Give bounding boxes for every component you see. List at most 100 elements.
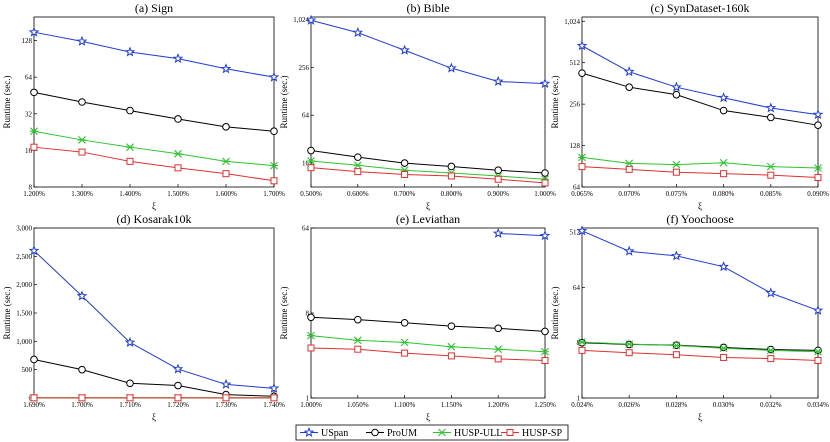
y-tick-label: 64 bbox=[302, 112, 310, 120]
data-point bbox=[814, 347, 822, 356]
data-point bbox=[270, 394, 278, 402]
data-point bbox=[174, 164, 182, 172]
data-point bbox=[814, 174, 822, 182]
data-point bbox=[307, 331, 315, 340]
data-point bbox=[220, 378, 232, 389]
x-tick-label: 1.000% bbox=[300, 401, 322, 409]
data-point bbox=[814, 121, 822, 129]
y-tick-label: 256 bbox=[570, 101, 581, 109]
series-husp-ull bbox=[578, 338, 822, 356]
data-point bbox=[28, 26, 40, 37]
data-point bbox=[494, 175, 502, 183]
series-line bbox=[581, 156, 819, 169]
data-point bbox=[447, 322, 456, 330]
data-point bbox=[174, 115, 182, 123]
data-point bbox=[494, 355, 502, 363]
series-line bbox=[581, 341, 819, 353]
x-tick-label: 0.026% bbox=[618, 401, 640, 409]
data-point bbox=[625, 349, 633, 357]
data-point bbox=[222, 157, 230, 166]
series-proum bbox=[578, 69, 822, 129]
y-tick-label: 2,000 bbox=[16, 281, 32, 289]
series-line bbox=[310, 160, 546, 180]
series-proum bbox=[30, 88, 278, 136]
series-husp-sp bbox=[578, 346, 822, 365]
y-tick-label: 512 bbox=[570, 229, 581, 237]
series-line bbox=[310, 150, 546, 174]
data-point bbox=[30, 143, 38, 151]
series-line bbox=[33, 91, 275, 132]
data-point bbox=[767, 171, 775, 179]
y-axis-label: Runtime (sec.) bbox=[2, 76, 12, 129]
data-point bbox=[767, 345, 775, 354]
y-tick-label: 8 bbox=[29, 184, 33, 192]
x-tick-label: 0.070% bbox=[618, 190, 640, 198]
data-point bbox=[400, 318, 409, 327]
y-tick-label: 1,024 bbox=[564, 18, 580, 26]
series-line bbox=[310, 347, 546, 362]
data-point bbox=[354, 345, 362, 353]
series-line bbox=[33, 130, 275, 167]
x-tick-label: 1.150% bbox=[441, 401, 463, 409]
data-point bbox=[718, 92, 729, 103]
data-point bbox=[766, 346, 775, 355]
series-line bbox=[33, 31, 275, 78]
data-point bbox=[354, 153, 362, 161]
y-tick-label: 128 bbox=[570, 142, 581, 150]
chart-title: (d) Kosarak10k bbox=[117, 212, 192, 226]
data-point bbox=[494, 166, 503, 175]
data-point bbox=[672, 341, 681, 350]
data-point bbox=[672, 90, 681, 99]
series-line bbox=[310, 316, 546, 332]
x-tick-label: 1.300% bbox=[71, 190, 93, 198]
x-tick-label: 1.100% bbox=[394, 401, 416, 409]
data-point bbox=[541, 169, 549, 177]
x-axis-label: ξ bbox=[152, 201, 156, 211]
data-point bbox=[270, 127, 278, 136]
data-point bbox=[447, 352, 455, 360]
data-point bbox=[268, 382, 280, 393]
legend-entry-uspan: USpan bbox=[300, 426, 348, 439]
data-point bbox=[494, 324, 503, 333]
legend-label: HUSP-ULL bbox=[454, 428, 502, 439]
data-point bbox=[76, 35, 88, 46]
data-point bbox=[718, 261, 729, 272]
data-point bbox=[307, 164, 315, 172]
series-line bbox=[310, 19, 546, 85]
data-point bbox=[222, 123, 230, 131]
data-point bbox=[307, 344, 315, 352]
series-husp-sp bbox=[307, 344, 549, 365]
data-point bbox=[576, 225, 588, 236]
data-point bbox=[623, 245, 635, 256]
data-point bbox=[400, 338, 409, 347]
x-tick-label: 1.200% bbox=[487, 401, 509, 409]
data-point bbox=[625, 159, 634, 168]
y-tick-label: 64 bbox=[573, 184, 581, 192]
data-point bbox=[172, 363, 184, 374]
x-tick-label: 0.600% bbox=[347, 190, 369, 198]
data-point bbox=[719, 343, 728, 352]
legend-entry-husp-ull: HUSP-ULL bbox=[433, 428, 502, 439]
data-point bbox=[578, 153, 586, 162]
data-point bbox=[307, 313, 315, 322]
x-axis-label: ξ bbox=[426, 412, 430, 422]
series-line bbox=[581, 45, 819, 116]
legend-box bbox=[295, 424, 569, 441]
y-tick-label: 16 bbox=[302, 160, 310, 168]
x-tick-label: 1.050% bbox=[347, 401, 369, 409]
x-tick-label: 0.030% bbox=[713, 401, 735, 409]
data-point bbox=[720, 170, 728, 178]
legend-label: HUSP-SP bbox=[522, 428, 562, 439]
data-point bbox=[124, 336, 136, 347]
chart-title: (e) Leviathan bbox=[396, 212, 460, 226]
series-husp-ull bbox=[307, 331, 549, 356]
y-axis-label: Runtime (sec.) bbox=[550, 287, 560, 340]
x-tick-label: 0.090% bbox=[807, 190, 829, 198]
series-proum bbox=[307, 146, 549, 177]
x-tick-label: 0.900% bbox=[487, 190, 509, 198]
data-point bbox=[539, 230, 551, 241]
data-point bbox=[354, 315, 362, 324]
series-line bbox=[581, 349, 819, 361]
plot-frame bbox=[581, 16, 819, 188]
data-point bbox=[307, 146, 315, 155]
